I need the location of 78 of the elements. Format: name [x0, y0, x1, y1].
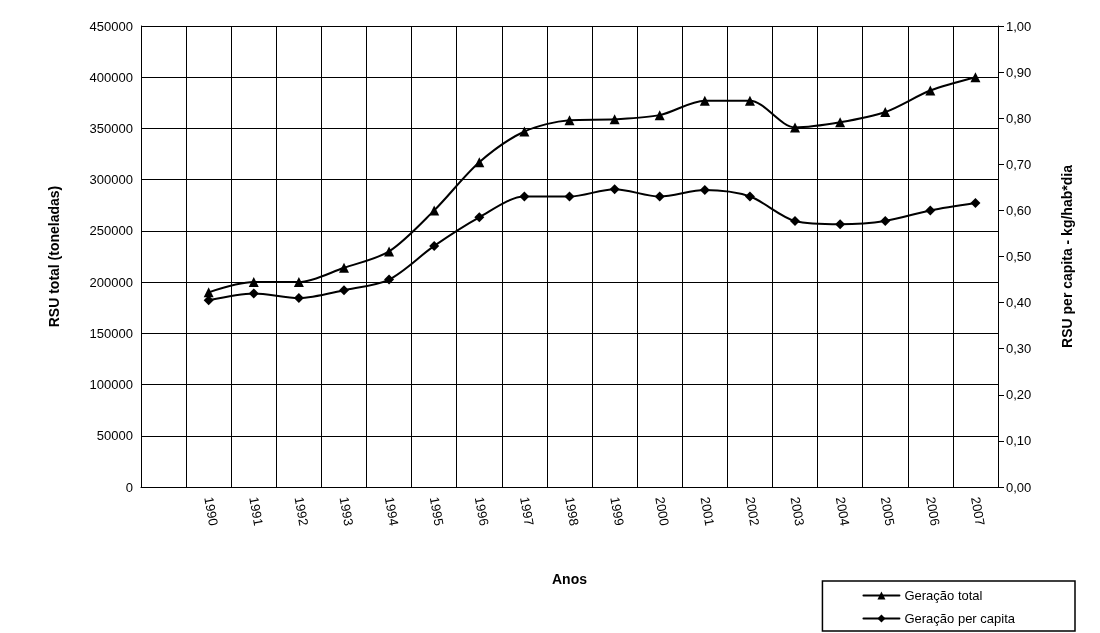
y2-tick-label: 0,20	[1006, 387, 1032, 403]
point	[474, 212, 485, 223]
point	[609, 184, 620, 195]
point	[790, 216, 801, 226]
point	[429, 240, 440, 251]
point	[248, 277, 259, 288]
x-tick-label: 1990	[201, 495, 222, 527]
point	[880, 107, 891, 118]
point	[880, 216, 891, 226]
y-tick-label: 100000	[89, 377, 133, 393]
x-tick-label: 2002	[742, 495, 763, 527]
point	[248, 288, 259, 299]
legend-label: Geração per capita	[904, 611, 1016, 626]
x-tick-label: 1995	[426, 495, 447, 527]
point	[564, 115, 575, 126]
y-tick-label: 350000	[89, 120, 133, 136]
y-tick-label: 450000	[89, 18, 133, 34]
point	[790, 122, 801, 133]
x-tick-label: 1992	[291, 495, 312, 527]
point	[699, 95, 710, 106]
point	[293, 292, 304, 303]
point	[654, 110, 665, 121]
y2-tick-label: 1,00	[1006, 18, 1032, 34]
y-tick-label: 0	[125, 479, 133, 495]
x-tick-label: 2004	[832, 495, 853, 527]
point	[564, 191, 575, 202]
y-tick-label: 300000	[89, 172, 133, 188]
y2-tick-label: 0,90	[1006, 64, 1032, 80]
y2-tick-label: 0,70	[1006, 156, 1032, 172]
point	[970, 198, 981, 209]
point	[925, 85, 936, 96]
y-tick-label: 150000	[89, 325, 133, 341]
x-tick-label: 2005	[877, 495, 898, 527]
y-tick-label: 400000	[89, 69, 133, 85]
y-tick-label: 200000	[89, 274, 133, 290]
point	[609, 114, 620, 125]
y-axis-title: RSU total (toneladas)	[46, 185, 62, 328]
point	[970, 72, 981, 83]
legend-label: Geração total	[904, 588, 983, 603]
point	[474, 157, 485, 168]
x-tick-label: 1997	[517, 495, 537, 527]
point	[384, 246, 395, 257]
point	[519, 191, 530, 202]
point	[429, 205, 440, 216]
point	[699, 185, 710, 196]
point	[293, 277, 304, 288]
point	[338, 262, 349, 273]
y2-tick-label: 0,80	[1006, 110, 1032, 126]
x-tick-label: 1999	[607, 495, 628, 527]
x-tick-label: 1998	[562, 495, 582, 527]
point	[338, 285, 349, 296]
point	[744, 95, 755, 106]
point	[384, 274, 395, 285]
x-tick-label: 2000	[652, 495, 673, 527]
y2-axis-title: RSU per capita - kg/hab*dia	[1059, 164, 1075, 348]
y-tick-label: 50000	[96, 428, 133, 444]
x-tick-label: 1996	[471, 495, 492, 527]
point	[744, 191, 755, 202]
point	[835, 219, 846, 230]
point	[925, 205, 936, 216]
y-tick-label: 250000	[89, 223, 133, 239]
x-axis-title: Anos	[552, 571, 588, 587]
point	[835, 117, 846, 128]
x-tick-label: 2006	[922, 495, 943, 527]
y2-tick-label: 0,40	[1006, 295, 1032, 311]
y2-tick-label: 0,00	[1006, 479, 1032, 495]
x-tick-label: 2001	[697, 495, 718, 527]
x-tick-label: 2007	[968, 495, 988, 527]
x-tick-label: 1994	[381, 495, 402, 527]
point	[654, 191, 665, 202]
x-tick-label: 2003	[787, 495, 808, 527]
x-tick-label: 1993	[336, 495, 357, 527]
y2-tick-label: 0,30	[1006, 341, 1032, 357]
x-tick-label: 1991	[246, 495, 267, 527]
y2-tick-label: 0,50	[1006, 249, 1032, 264]
y2-tick-label: 0,60	[1006, 202, 1032, 218]
point	[519, 126, 530, 137]
y2-tick-label: 0,10	[1006, 433, 1032, 449]
